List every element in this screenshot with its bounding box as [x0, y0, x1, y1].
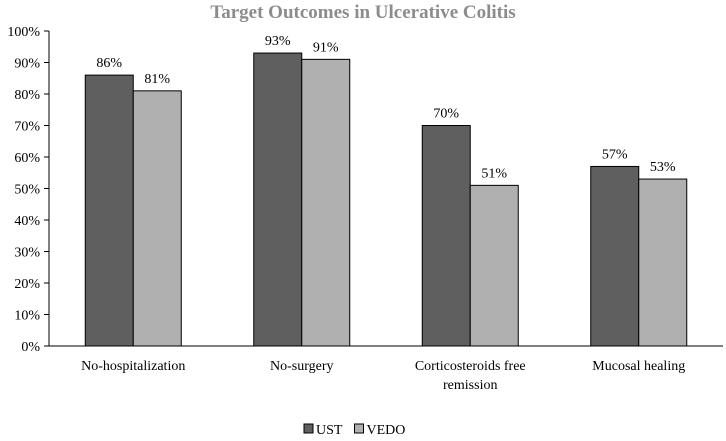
x-category-label: No-surgery [270, 359, 334, 374]
data-label-ust-2: 93% [265, 34, 291, 49]
y-tick-label: 80% [14, 88, 40, 103]
bar-vedo-1 [132, 90, 182, 347]
bar-ust-1 [84, 74, 134, 347]
bar-ust-4 [590, 165, 640, 347]
data-label-vedo-1: 81% [144, 72, 170, 87]
legend-swatch-vedo [354, 423, 364, 434]
legend: UST VEDO [303, 423, 406, 438]
bar-ust-2 [253, 52, 303, 347]
legend-label-vedo: VEDO [367, 423, 406, 438]
y-tick-label: 0% [21, 340, 40, 355]
bar-vedo-4 [638, 178, 688, 347]
y-tick-label: 70% [14, 120, 40, 135]
data-label-vedo-2: 91% [313, 40, 339, 55]
chart-title: Target Outcomes in Ulcerative Colitis [210, 2, 515, 23]
y-tick-label: 100% [7, 25, 40, 40]
y-tick-label: 60% [14, 151, 40, 166]
x-category-label: No-hospitalization [81, 359, 185, 374]
bar-vedo-2 [301, 58, 351, 347]
data-label-ust-3: 70% [433, 107, 459, 122]
bar-ust-3 [421, 125, 471, 347]
x-axis: No-hospitalization No-surgery Corticostero… [49, 345, 723, 393]
data-label-vedo-4: 53% [650, 160, 676, 175]
legend-swatch-ust [303, 423, 314, 434]
y-tick-label: 90% [14, 57, 40, 72]
y-tick-label: 10% [14, 309, 40, 324]
bars [84, 52, 688, 347]
y-tick-label: 40% [14, 214, 40, 229]
x-category-label: Corticosteroids free [415, 359, 526, 374]
data-label-vedo-3: 51% [481, 166, 507, 181]
x-category-label: Mucosal healing [592, 359, 685, 374]
x-category-label: remission [443, 378, 497, 393]
y-tick-label: 30% [14, 246, 40, 261]
y-axis: 0% 10% 20% 30% 40% 50% 60% 70% 80% 90% 100% [7, 25, 50, 355]
data-label-ust-1: 86% [96, 56, 122, 71]
y-tick-label: 20% [14, 277, 40, 292]
y-tick-label: 50% [14, 183, 40, 198]
bar-vedo-3 [469, 184, 519, 347]
data-label-ust-4: 57% [602, 147, 628, 162]
legend-label-ust: UST [316, 423, 343, 438]
data-labels: 86% 81% 93% 91% 70% 51% 57% 53% [96, 34, 676, 181]
